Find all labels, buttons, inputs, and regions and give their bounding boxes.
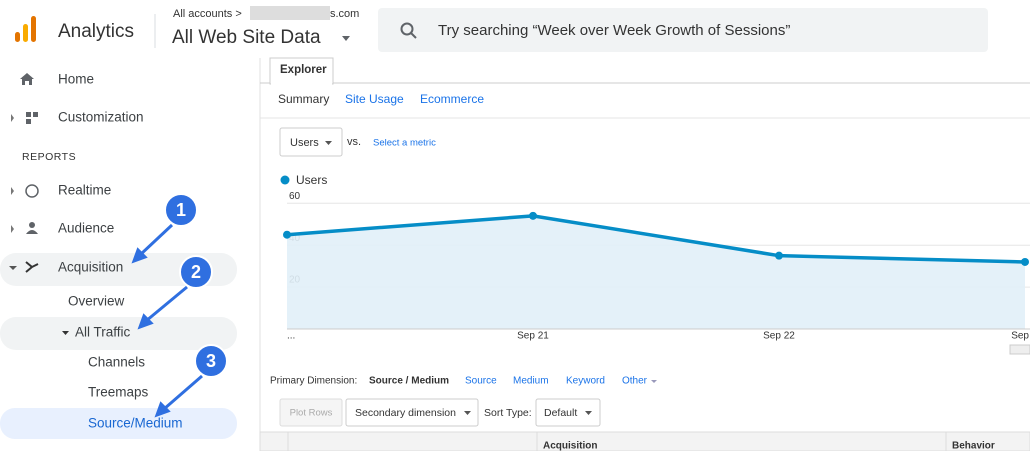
dropdown-icon: [651, 380, 657, 383]
collapse-icon: [62, 331, 69, 335]
metric-label: Users: [290, 137, 319, 149]
x-tick-label: Sep 21: [517, 331, 549, 342]
redacted: [250, 6, 330, 20]
sort-label: Sort Type:: [484, 407, 532, 419]
subtab[interactable]: Site Usage: [345, 92, 404, 106]
collapse-icon: [9, 266, 17, 270]
custom-icon: [26, 119, 31, 124]
dropdown-label: Secondary dimension: [355, 407, 456, 419]
home-icon: [20, 73, 34, 85]
realtime-icon: [25, 184, 39, 198]
arrow: [138, 223, 174, 257]
dropdown[interactable]: [345, 398, 479, 427]
nav-item[interactable]: Home: [58, 72, 94, 87]
select-metric[interactable]: Select a metric: [373, 138, 436, 149]
point: [1021, 257, 1029, 266]
account-name: s.com: [330, 8, 359, 20]
annotation-badge: [194, 344, 228, 378]
x-tick-label: Sep: [1011, 331, 1029, 342]
y-tick-label: 60: [289, 191, 301, 202]
nav-item[interactable]: Treemaps: [88, 385, 149, 400]
custom-icon: [26, 112, 31, 117]
logo: [15, 32, 20, 42]
breadcrumb[interactable]: All accounts >: [173, 8, 242, 20]
search-icon: [400, 22, 414, 36]
expand-icon: [11, 187, 14, 195]
dropdown-icon: [342, 36, 350, 41]
metric-dropdown[interactable]: [279, 127, 343, 157]
column-group: Acquisition: [543, 441, 597, 451]
search-icon: [410, 32, 417, 39]
logo: [23, 24, 28, 42]
nav-selected: [0, 408, 237, 439]
arrowhead: [154, 401, 171, 418]
button-label: Plot Rows: [290, 408, 333, 419]
dropdown-icon: [464, 411, 471, 415]
line: [286, 214, 1026, 264]
search-box[interactable]: [378, 8, 988, 52]
property-selector[interactable]: All Web Site Data: [172, 27, 321, 48]
tab[interactable]: [269, 57, 334, 85]
logo: [31, 16, 36, 42]
arrowhead: [131, 247, 148, 264]
arrowhead: [137, 313, 154, 330]
nav-item[interactable]: All Traffic: [75, 325, 131, 340]
expand-icon: [11, 225, 14, 233]
legend-dot: [280, 175, 290, 185]
dimension-option[interactable]: Medium: [513, 376, 549, 387]
nav-item[interactable]: Realtime: [58, 183, 111, 198]
annotation-number: 2: [191, 262, 201, 282]
annotation-badge: [179, 255, 213, 289]
dropdown-label: Default: [544, 407, 577, 419]
audience-icon: [26, 230, 38, 234]
annotation-badge: [164, 193, 198, 227]
nav-item[interactable]: Overview: [68, 294, 125, 309]
dropdown-icon: [325, 141, 332, 145]
dimension-option[interactable]: Other: [622, 376, 648, 387]
button[interactable]: [279, 398, 343, 427]
nav-item[interactable]: Customization: [58, 110, 144, 125]
nav-item[interactable]: Acquisition: [58, 260, 123, 275]
nav-item[interactable]: Channels: [88, 355, 145, 370]
dropdown-icon: [585, 411, 592, 415]
nav-highlight: [0, 317, 237, 350]
legend-label: Users: [296, 173, 327, 187]
vs-label: vs.: [347, 136, 361, 148]
app-name: Analytics: [58, 21, 134, 42]
nav-item[interactable]: Audience: [58, 221, 114, 236]
nav-item[interactable]: Source/Medium: [88, 416, 183, 431]
dimension-option[interactable]: Source: [465, 376, 497, 387]
tab-label: Explorer: [280, 64, 327, 76]
dimension-label: Primary Dimension:: [270, 376, 357, 387]
annotation-number: 3: [206, 351, 216, 371]
x-tick-label: Sep 22: [763, 331, 795, 342]
table-header: [259, 431, 1030, 451]
search-placeholder: Try searching “Week over Week Growth of …: [438, 22, 790, 39]
acquisition-icon: [25, 261, 39, 273]
arrow: [145, 285, 188, 323]
section-label: REPORTS: [22, 151, 76, 163]
point: [529, 211, 537, 220]
subtab[interactable]: Summary: [278, 92, 329, 106]
dimension-active: Source / Medium: [369, 376, 449, 387]
x-tick-label: ...: [287, 331, 295, 342]
dropdown[interactable]: [535, 398, 601, 427]
dimension-option[interactable]: Keyword: [566, 376, 605, 387]
nav-highlight: [0, 253, 237, 286]
annotation-number: 1: [176, 200, 186, 220]
column-group: Behavior: [952, 441, 995, 451]
expand-icon: [11, 114, 14, 122]
subtab[interactable]: Ecommerce: [420, 92, 484, 106]
audience-icon: [29, 222, 35, 228]
point: [775, 251, 783, 260]
point: [283, 230, 291, 239]
area: [287, 215, 1025, 329]
arrow: [163, 374, 203, 411]
custom-icon: [33, 112, 38, 117]
annotation-arrows: [131, 223, 203, 418]
scroll-handle: [1009, 344, 1030, 355]
